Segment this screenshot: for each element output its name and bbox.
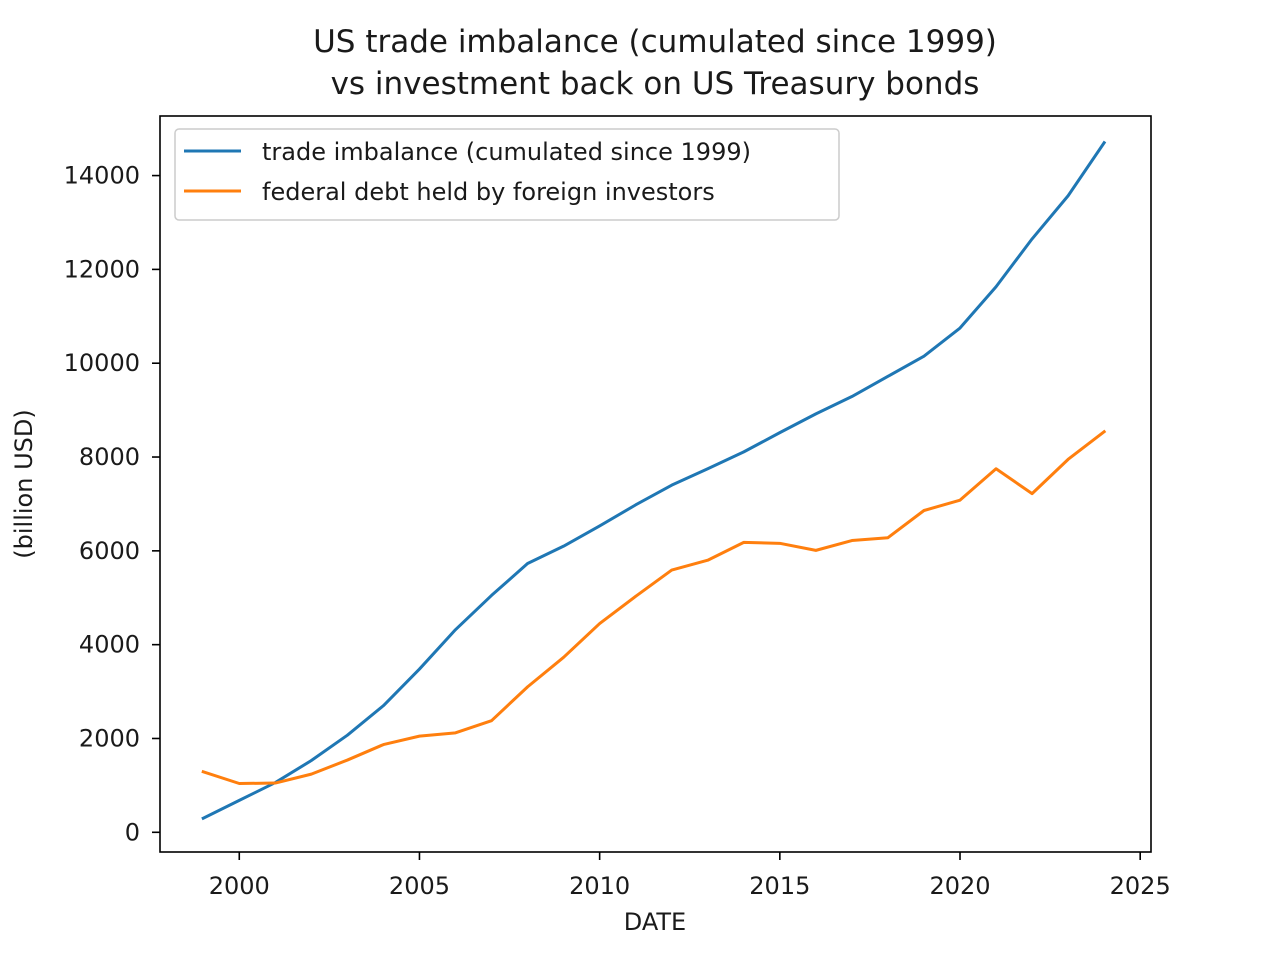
data-point-trade-imbalance [526, 562, 529, 565]
data-point-federal-debt [670, 568, 673, 572]
y-axis-label: (billion USD) [10, 409, 38, 558]
data-point-trade-imbalance [634, 503, 637, 507]
y-tick-label: 14000 [64, 162, 140, 190]
data-point-federal-debt [490, 719, 493, 722]
x-axis-label: DATE [624, 908, 686, 936]
data-point-federal-debt [742, 541, 745, 544]
y-tick-label: 12000 [64, 255, 140, 283]
data-point-federal-debt [454, 731, 457, 735]
data-point-trade-imbalance [886, 375, 890, 378]
data-point-federal-debt [418, 734, 421, 738]
data-point-federal-debt [778, 542, 782, 545]
data-point-federal-debt [1030, 492, 1034, 495]
data-point-trade-imbalance [382, 704, 385, 707]
x-tick-label: 2015 [749, 872, 810, 900]
y-tick-label: 2000 [79, 724, 140, 752]
y-tick-label: 8000 [79, 443, 140, 471]
data-point-trade-imbalance [310, 759, 313, 762]
data-point-federal-debt [886, 536, 890, 539]
data-point-federal-debt [274, 781, 277, 785]
data-point-federal-debt [310, 772, 313, 776]
legend-label-federal-debt: federal debt held by foreign investors [262, 178, 715, 206]
data-point-trade-imbalance [706, 467, 709, 470]
data-point-federal-debt [706, 559, 709, 562]
x-tick-label: 2000 [209, 872, 270, 900]
data-point-trade-imbalance [958, 326, 962, 330]
x-tick-label: 2025 [1110, 872, 1171, 900]
y-tick-label: 4000 [79, 631, 140, 659]
data-point-trade-imbalance [454, 628, 457, 631]
data-point-trade-imbalance [1066, 194, 1070, 197]
y-tick-label: 10000 [64, 349, 140, 377]
data-point-federal-debt [1066, 458, 1070, 461]
data-point-trade-imbalance [418, 667, 421, 671]
data-point-federal-debt [922, 509, 926, 512]
data-point-federal-debt [958, 498, 962, 502]
data-point-federal-debt [598, 622, 601, 625]
series-lines [201, 140, 1107, 821]
legend-label-trade-imbalance: trade imbalance (cumulated since 1999) [262, 138, 751, 166]
data-point-trade-imbalance [1030, 237, 1034, 241]
data-point-trade-imbalance [346, 733, 349, 737]
y-axis-ticks: 0 2000 4000 6000 8000 10000 12000 14000 [64, 162, 160, 846]
data-point-trade-imbalance [562, 544, 565, 548]
data-point-federal-debt [562, 656, 565, 659]
plot-frame [159, 115, 1152, 853]
data-point-trade-imbalance [490, 594, 493, 597]
y-tick-label: 6000 [79, 537, 140, 565]
series-line-trade-imbalance [201, 140, 1107, 821]
data-point-trade-imbalance [994, 285, 998, 288]
data-point-federal-debt [850, 539, 854, 542]
data-point-trade-imbalance [922, 354, 926, 358]
data-point-trade-imbalance [850, 395, 854, 398]
data-point-trade-imbalance [1102, 141, 1106, 144]
data-point-federal-debt [1102, 430, 1106, 433]
data-point-trade-imbalance [238, 799, 241, 802]
x-tick-label: 2010 [569, 872, 630, 900]
data-point-trade-imbalance [778, 431, 782, 434]
data-point-trade-imbalance [202, 817, 205, 820]
y-tick-label: 0 [125, 818, 140, 846]
chart-title-line-1: US trade imbalance (cumulated since 1999… [313, 24, 997, 60]
data-point-federal-debt [382, 743, 385, 746]
data-point-federal-debt [202, 770, 205, 773]
data-point-federal-debt [994, 467, 998, 470]
legend: trade imbalance (cumulated since 1999) f… [174, 128, 840, 221]
data-point-federal-debt [526, 685, 529, 689]
data-point-federal-debt [634, 595, 637, 598]
data-point-trade-imbalance [814, 412, 818, 416]
data-point-federal-debt [814, 549, 818, 552]
data-point-federal-debt [238, 782, 241, 785]
data-point-trade-imbalance [742, 450, 745, 454]
x-tick-label: 2020 [929, 872, 990, 900]
data-point-trade-imbalance [598, 524, 601, 528]
series-line-federal-debt [201, 429, 1107, 786]
data-point-trade-imbalance [670, 483, 673, 487]
chart-title-line-2: vs investment back on US Treasury bonds [331, 66, 980, 102]
data-point-federal-debt [346, 758, 349, 762]
x-axis-ticks: 2000 2005 2010 2015 2020 2025 [209, 852, 1171, 900]
x-tick-label: 2005 [389, 872, 450, 900]
legend-box [174, 128, 840, 221]
